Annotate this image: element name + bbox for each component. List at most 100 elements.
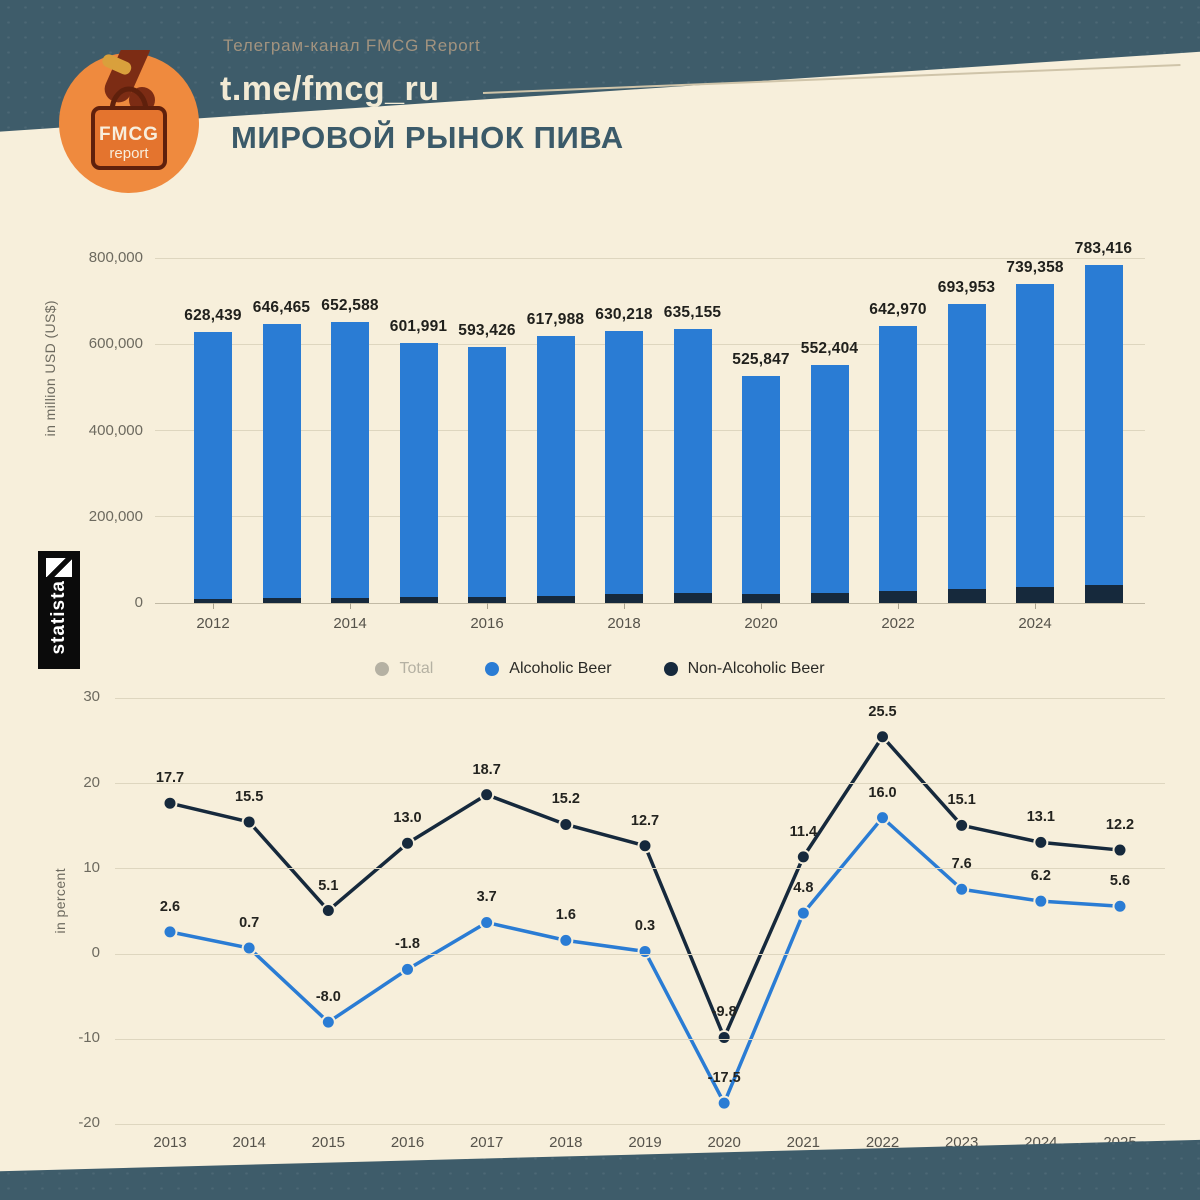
bar-segment-alcoholic-2024 bbox=[1016, 284, 1054, 588]
data-point-alcoholic-beer-2025 bbox=[1112, 898, 1128, 914]
bar-chart-x-tick bbox=[487, 603, 488, 609]
bar-total-label-2022: 642,970 bbox=[869, 300, 927, 318]
point-label-non-alcoholic-beer-2021: 11.4 bbox=[789, 823, 818, 840]
bar-total-label-2012: 628,439 bbox=[184, 306, 242, 324]
bar-total-label-2019: 635,155 bbox=[663, 304, 722, 322]
legend-label: Non-Alcoholic Beer bbox=[687, 660, 825, 677]
point-label-non-alcoholic-beer-2019: 12.7 bbox=[630, 812, 660, 829]
bar-segment-non-alcoholic-2020 bbox=[742, 594, 780, 603]
bar-chart-y-tick-label: 0 bbox=[134, 594, 143, 611]
line-chart-gridline bbox=[115, 1123, 1165, 1125]
data-point-alcoholic-beer-2013 bbox=[162, 924, 178, 940]
bar-segment-alcoholic-2021 bbox=[810, 364, 849, 594]
bar-total-label-2021: 552,404 bbox=[800, 339, 859, 357]
point-label-alcoholic-beer-2025: 5.6 bbox=[1109, 873, 1131, 890]
bar-segment-alcoholic-2020 bbox=[742, 376, 780, 595]
data-point-non-alcoholic-beer-2020 bbox=[716, 1029, 732, 1045]
line-chart-y-tick-label: 10 bbox=[83, 858, 100, 876]
bar-segment-non-alcoholic-2016 bbox=[468, 596, 506, 603]
legend-dot-non-alcoholic-beer bbox=[663, 662, 678, 676]
bar-total-label-2023: 693,953 bbox=[937, 278, 996, 296]
bar-chart-x-tick bbox=[350, 603, 351, 609]
point-label-alcoholic-beer-2018: 1.6 bbox=[555, 907, 576, 924]
point-label-alcoholic-beer-2021: 4.8 bbox=[793, 880, 814, 897]
line-chart-x-tick-label: 2018 bbox=[549, 1134, 583, 1151]
point-label-non-alcoholic-beer-2014: 15.5 bbox=[235, 788, 264, 805]
data-point-alcoholic-beer-2021 bbox=[795, 905, 811, 921]
bar-total-label-2020: 525,847 bbox=[732, 351, 790, 369]
page-title: МИРОВОЙ РЫНОК ПИВА bbox=[231, 120, 624, 155]
bar-chart-y-tick-label: 600,000 bbox=[88, 335, 143, 353]
legend-label: Alcoholic Beer bbox=[509, 660, 612, 677]
point-label-non-alcoholic-beer-2022: 25.5 bbox=[868, 703, 897, 720]
bar-segment-alcoholic-2023 bbox=[947, 303, 986, 589]
line-chart-gridline bbox=[115, 1038, 1165, 1040]
bar-total-label-2017: 617,988 bbox=[526, 311, 585, 329]
line-chart-y-tick-label: 30 bbox=[83, 688, 100, 706]
bar-chart-x-tick bbox=[1035, 603, 1036, 609]
bar-chart-y-tick-label: 800,000 bbox=[88, 249, 143, 266]
bar-segment-non-alcoholic-2012 bbox=[194, 599, 232, 603]
point-label-alcoholic-beer-2019: 0.3 bbox=[634, 918, 656, 935]
point-label-non-alcoholic-beer-2023: 15.1 bbox=[947, 792, 976, 809]
point-label-non-alcoholic-beer-2020: -9.8 bbox=[711, 1004, 737, 1021]
bar-segment-non-alcoholic-2014 bbox=[331, 597, 369, 603]
legend-item-alcoholic-beer[interactable]: Alcoholic Beer bbox=[485, 660, 612, 678]
data-point-alcoholic-beer-2022 bbox=[875, 810, 890, 826]
data-point-alcoholic-beer-2015 bbox=[320, 1014, 336, 1030]
bar-segment-non-alcoholic-2023 bbox=[947, 588, 986, 603]
data-point-alcoholic-beer-2024 bbox=[1033, 893, 1049, 909]
line-chart-x-tick-label: 2019 bbox=[628, 1134, 662, 1151]
line-chart bbox=[162, 729, 1128, 1111]
bar-chart-gridline bbox=[155, 430, 1145, 431]
bar-total-label-2018: 630,218 bbox=[595, 306, 653, 324]
legend-label: Total bbox=[399, 660, 434, 677]
point-label-non-alcoholic-beer-2024: 13.1 bbox=[1026, 809, 1055, 826]
line-chart-gridline bbox=[115, 953, 1165, 955]
line-chart-y-tick-label: 20 bbox=[83, 773, 100, 791]
line-chart-x-tick-label: 2022 bbox=[865, 1134, 900, 1151]
bar-chart-x-tick bbox=[624, 603, 625, 609]
bar-segment-non-alcoholic-2022 bbox=[879, 590, 917, 603]
line-chart-x-tick-label: 2017 bbox=[469, 1134, 504, 1151]
line-chart-y-tick-label: -10 bbox=[78, 1029, 100, 1047]
bar-chart-x-tick bbox=[213, 603, 214, 609]
line-chart-gridline bbox=[115, 697, 1165, 699]
statista-wordmark: statista bbox=[48, 580, 69, 655]
bar-total-label-2013: 646,465 bbox=[252, 299, 311, 317]
point-label-alcoholic-beer-2015: -8.0 bbox=[315, 989, 341, 1006]
bar-segment-alcoholic-2025 bbox=[1084, 265, 1123, 586]
bar-chart-gridline bbox=[155, 343, 1145, 345]
data-point-non-alcoholic-beer-2024 bbox=[1033, 834, 1049, 850]
line-chart-x-tick-label: 2013 bbox=[153, 1134, 187, 1151]
channel-label: Телеграм-канал FMCG Report bbox=[223, 36, 481, 55]
data-point-alcoholic-beer-2016 bbox=[400, 961, 415, 977]
line-chart-x-tick-label: 2016 bbox=[390, 1134, 425, 1151]
bar-chart-x-tick-label: 2012 bbox=[196, 615, 230, 632]
data-point-alcoholic-beer-2017 bbox=[479, 914, 495, 930]
line-chart-x-tick-label: 2014 bbox=[232, 1134, 266, 1151]
bar-total-label-2025: 783,416 bbox=[1074, 240, 1133, 258]
bar-total-label-2014: 652,588 bbox=[321, 296, 379, 314]
bar-segment-alcoholic-2017 bbox=[536, 336, 575, 596]
point-label-alcoholic-beer-2016: -1.8 bbox=[395, 936, 420, 953]
data-point-non-alcoholic-beer-2022 bbox=[875, 729, 890, 745]
data-point-non-alcoholic-beer-2015 bbox=[320, 903, 336, 919]
line-chart-x-tick-label: 2021 bbox=[786, 1134, 821, 1151]
bar-chart-y-tick-label: 400,000 bbox=[88, 421, 143, 439]
legend-item-non-alcoholic-beer[interactable]: Non-Alcoholic Beer bbox=[663, 660, 825, 678]
point-label-non-alcoholic-beer-2015: 5.1 bbox=[318, 877, 339, 894]
legend-item-total[interactable]: Total bbox=[375, 660, 433, 678]
bar-segment-non-alcoholic-2015 bbox=[399, 597, 438, 603]
data-point-non-alcoholic-beer-2016 bbox=[400, 835, 415, 851]
bar-chart-gridline bbox=[155, 602, 1145, 604]
point-label-non-alcoholic-beer-2013: 17.7 bbox=[155, 770, 185, 787]
point-label-alcoholic-beer-2023: 7.6 bbox=[951, 856, 972, 873]
logo-text-fmcg: FMCG bbox=[99, 124, 159, 145]
channel-url-link[interactable]: t.me/fmcg_ru bbox=[220, 70, 440, 108]
bar-chart-x-tick-label: 2016 bbox=[470, 615, 504, 632]
point-label-alcoholic-beer-2014: 0.7 bbox=[239, 915, 260, 932]
point-label-non-alcoholic-beer-2016: 13.0 bbox=[393, 810, 422, 827]
bar-segment-non-alcoholic-2018 bbox=[605, 594, 643, 603]
